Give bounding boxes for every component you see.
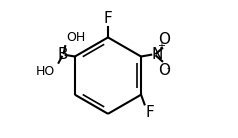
Text: HO: HO	[36, 65, 55, 78]
Text: -: -	[167, 63, 170, 73]
Text: N: N	[152, 47, 163, 62]
Text: B: B	[58, 47, 68, 63]
Text: O: O	[158, 31, 170, 47]
Text: O: O	[158, 63, 170, 78]
Text: F: F	[145, 105, 154, 120]
Text: F: F	[104, 11, 112, 26]
Text: +: +	[157, 42, 165, 51]
Text: OH: OH	[66, 31, 85, 44]
